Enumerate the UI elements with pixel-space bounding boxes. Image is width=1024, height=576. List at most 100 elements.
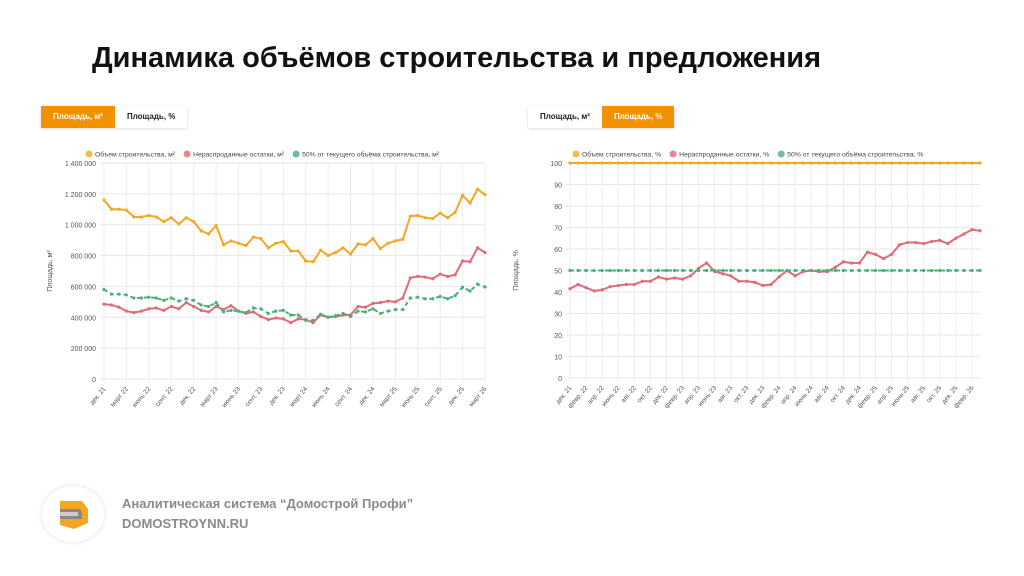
data-point [889,161,894,165]
data-point [592,161,596,165]
right-area-m2-button[interactable]: Площадь, м² [528,106,602,128]
data-point [938,238,942,242]
x-tick-label: июнь 22 [131,386,152,410]
data-point [640,268,644,273]
y-tick-label: 600 000 [71,284,96,291]
data-point [446,297,450,301]
data-point [881,268,886,273]
series-line [103,246,486,324]
data-point [713,268,717,273]
data-point [229,239,233,243]
data-point [898,243,902,247]
data-point [460,285,465,289]
left-area-percent-button[interactable]: Площадь, % [114,106,188,128]
data-point [656,275,661,279]
data-point [962,161,966,165]
data-point [865,268,870,273]
data-point [777,161,781,165]
y-tick-label: 1 200 000 [65,192,96,199]
data-point [705,268,709,273]
data-point [914,161,918,165]
data-point [266,318,270,322]
data-point [341,311,345,316]
left-area-m2-button[interactable]: Площадь, м² [41,106,115,128]
y-tick-label: 80 [554,204,562,211]
data-point [460,259,465,263]
data-point [672,268,677,273]
data-point [311,318,315,322]
legend-marker [572,150,580,158]
data-point [745,161,749,165]
data-point [386,299,390,303]
data-point [600,161,604,165]
data-point [648,279,652,283]
x-tick-label: дек. 24 [358,385,377,406]
data-point [761,283,765,288]
data-point [251,235,256,239]
x-tick-label: дек. 22 [178,385,197,406]
data-point [946,268,950,273]
data-point [946,161,950,165]
data-point [576,268,580,273]
data-point [333,250,338,255]
data-point [371,301,375,305]
data-point [833,265,837,269]
data-point [274,241,278,245]
data-point [236,309,241,313]
data-point [154,306,158,310]
data-point [833,161,837,165]
x-tick-label: авг. 25 [909,385,927,405]
data-point [857,268,862,273]
data-point [326,253,330,258]
data-point [970,268,974,273]
data-point [169,216,173,220]
data-point [401,307,405,312]
x-tick-label: июнь 25 [400,386,421,410]
page-title: Динамика объёмов строительства и предлож… [92,42,822,74]
data-point [453,273,457,277]
data-point [721,161,725,165]
data-point [584,161,588,165]
data-point [356,242,360,246]
data-point [922,161,926,165]
data-point [938,161,942,165]
data-point [825,161,829,165]
data-point [281,308,285,312]
data-point [777,268,781,273]
footer: Аналитическая система “Домострой Профи” … [42,486,413,542]
y-tick-label: 100 [550,161,562,168]
data-point [423,297,427,301]
right-area-percent-button[interactable]: Площадь, % [601,106,675,128]
data-point [274,309,278,313]
y-tick-label: 400 000 [71,315,96,322]
data-point [568,161,572,165]
data-point [304,318,308,322]
data-point [962,268,966,273]
data-point [117,305,121,309]
data-point [745,279,749,283]
data-point [460,193,465,197]
data-point [568,268,572,273]
data-point [296,249,300,253]
data-point [438,211,442,215]
y-tick-label: 70 [554,226,562,233]
y-tick-label: 60 [554,247,562,254]
data-point [356,309,360,313]
data-point [177,307,181,311]
data-point [124,208,129,212]
y-axis-label: Площадь, % [513,250,520,291]
data-point [841,268,845,273]
data-point [978,161,982,165]
data-point [453,294,457,298]
data-point [664,277,669,281]
data-point [881,161,886,165]
y-tick-label: 40 [554,290,562,297]
data-point [431,277,435,281]
legend-marker [85,150,93,158]
data-point [697,268,701,273]
x-tick-label: авг. 23 [716,385,734,405]
data-point [753,280,757,284]
data-point [688,268,693,273]
x-tick-label: авг. 22 [620,385,638,405]
